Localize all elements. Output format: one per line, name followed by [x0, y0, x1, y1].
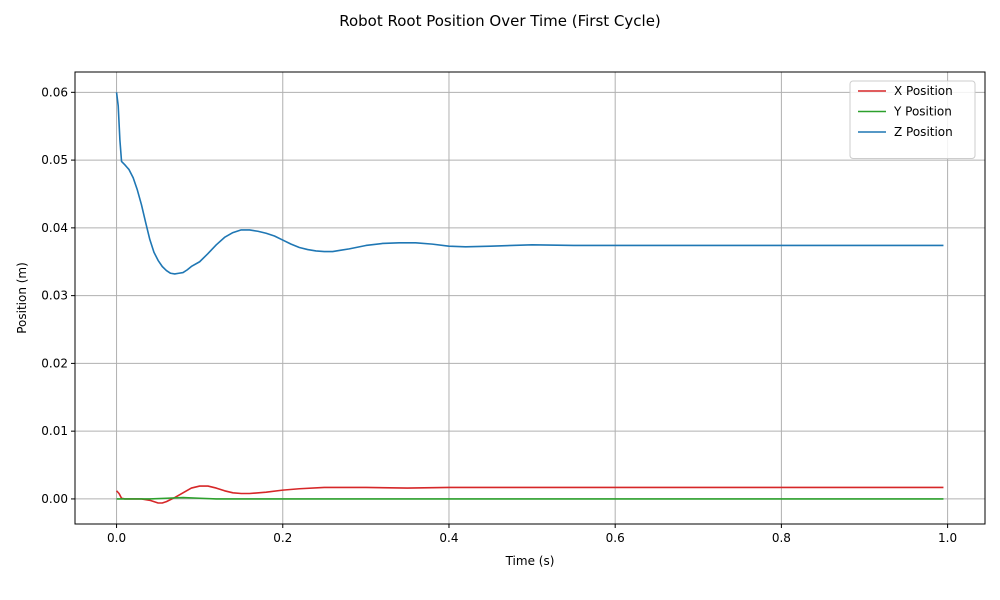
legend-label-y-position: Y Position [893, 105, 952, 119]
y-tick-label: 0.01 [41, 424, 68, 438]
legend-label-x-position: X Position [894, 84, 953, 98]
legend: X Position Y Position Z Position [849, 80, 976, 159]
series-layer [115, 92, 944, 504]
x-tick-label: 0.8 [772, 531, 791, 545]
series-line-x-position [115, 485, 944, 504]
series-line-y-position [116, 496, 944, 500]
x-tick-label: 0.4 [439, 531, 458, 545]
x-axis-label: Time (s) [505, 554, 555, 568]
plot-frame [74, 71, 986, 525]
chart-title: Robot Root Position Over Time (First Cyc… [339, 12, 661, 30]
x-tick-label: 0.2 [273, 531, 292, 545]
legend-label-z-position: Z Position [894, 125, 953, 139]
y-tick-label: 0.06 [41, 85, 68, 99]
y-tick-label: 0.02 [41, 356, 68, 370]
y-tick-label: 0.05 [41, 153, 68, 167]
y-axis-label: Position (m) [15, 262, 29, 334]
y-tick-label: 0.03 [41, 289, 68, 303]
y-tick-label: 0.04 [41, 221, 68, 235]
series-line-z-position [115, 92, 944, 275]
tick-layer: 0.0 0.2 0.4 0.6 0.8 1.0 0.00 0.01 0.02 0.03 0.04 0.… [41, 85, 957, 545]
x-tick-label: 0.6 [606, 531, 625, 545]
x-tick-label: 0.0 [107, 531, 126, 545]
y-tick-label: 0.00 [41, 492, 68, 506]
x-tick-label: 1.0 [938, 531, 957, 545]
legend-box [849, 80, 976, 159]
